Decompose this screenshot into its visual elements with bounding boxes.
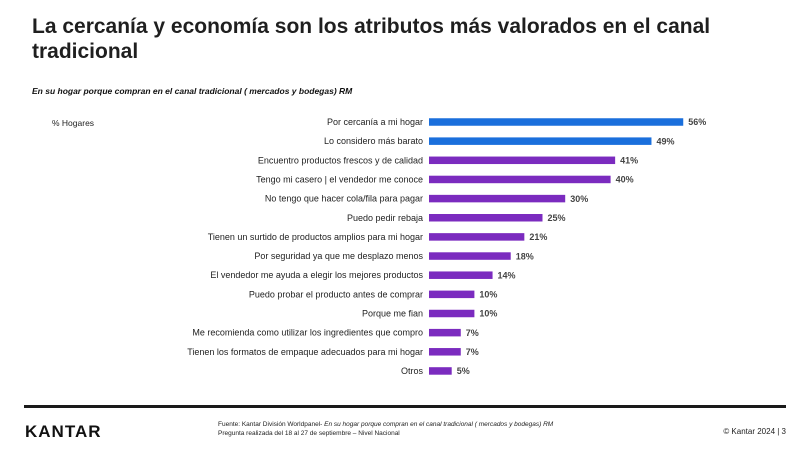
category-label: Tengo mi casero | el vendedor me conoce [256,174,423,184]
bar [429,214,543,222]
bar [429,175,611,184]
bar [429,252,511,260]
value-label: 7% [466,347,479,357]
unit-label: % Hogares [52,118,95,128]
category-label: No tengo que hacer cola/fila para pagar [265,194,423,204]
source-date: Pregunta realizada del 18 al 27 de septi… [218,430,400,437]
category-label: Por cercanía a mi hogar [327,117,423,127]
category-label: Porque me fian [362,309,423,319]
page-title: La cercanía y economía son los atributos… [32,15,711,63]
bar [429,137,652,145]
bar [429,156,616,165]
category-label: El vendedor me ayuda a elegir los mejore… [210,270,423,280]
category-label: Puedo pedir rebaja [347,213,423,223]
category-label: Por seguridad ya que me desplazo menos [254,251,423,261]
chart-subtitle: En su hogar porque compran en el canal t… [32,86,353,96]
bar [429,309,475,318]
value-label: 10% [479,309,497,319]
category-label: Me recomienda como utilizar los ingredie… [192,328,423,338]
source-question: En su hogar porque compran en el canal t… [324,421,554,428]
value-label: 25% [548,213,566,223]
source-note: Fuente: Kantar División Worldpanel- En s… [218,420,553,438]
bar [429,271,493,279]
value-label: 40% [616,175,634,185]
value-label: 49% [656,136,674,146]
bar-chart: Por cercanía a mi hogar 56% Lo considero m… [187,117,706,376]
value-label: 5% [457,366,470,376]
copyright: © Kantar 2024 | 3 [723,427,786,436]
bar [429,367,452,375]
source-prefix: Fuente: Kantar División Worldpanel- [218,421,325,428]
category-label: Otros [401,366,424,376]
category-label: Puedo probar el producto antes de compra… [249,289,423,299]
value-label: 41% [620,156,638,166]
category-label: Tienen un surtido de productos amplios p… [208,232,423,242]
kantar-logo: KANTAR [25,422,102,441]
value-label: 14% [498,270,516,280]
value-label: 7% [466,328,479,338]
bar [429,290,475,299]
value-label: 18% [516,251,534,261]
bar [429,194,566,203]
footer-divider [24,405,786,408]
category-label: Tienen los formatos de empaque adecuados… [187,347,423,357]
value-label: 56% [688,117,706,127]
value-label: 10% [479,290,497,300]
value-label: 30% [570,194,588,204]
bar [429,348,461,356]
value-label: 21% [529,232,547,242]
bar [429,328,461,337]
bar [429,118,684,126]
bar [429,233,525,241]
category-label: Encuentro productos frescos y de calidad [258,155,423,165]
category-label: Lo considero más barato [324,136,423,146]
